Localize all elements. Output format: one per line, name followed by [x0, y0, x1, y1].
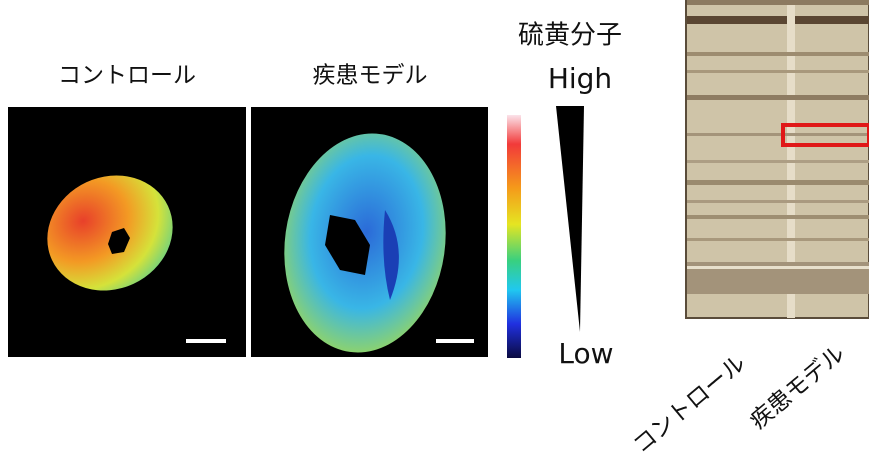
low-label: Low — [558, 337, 613, 370]
gel-image — [686, 0, 869, 318]
image-panel — [251, 107, 488, 363]
image-panel — [8, 107, 246, 357]
colorbar-title: 硫黄分子 — [518, 21, 622, 51]
imaging-label: 疾患モデル — [313, 63, 428, 89]
gel-label: 疾患モデル — [745, 341, 850, 435]
colorbar — [507, 115, 521, 358]
gel-label: コントロール — [628, 350, 750, 459]
high-label: High — [548, 62, 612, 95]
imaging-label: コントロール — [58, 63, 196, 89]
figure: コントロール 疾患モデル 硫黄分子 High Low コントロール 疾 — [0, 0, 869, 462]
wedge — [556, 106, 584, 332]
